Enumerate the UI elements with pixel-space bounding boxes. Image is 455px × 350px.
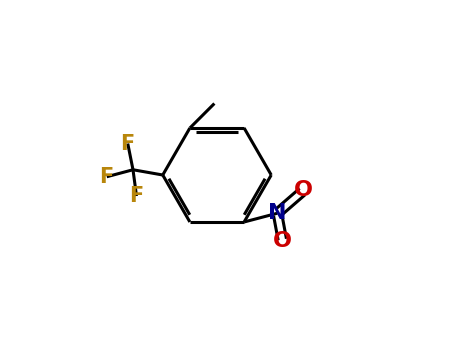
Text: F: F [129,186,144,206]
Text: O: O [294,181,313,201]
Text: F: F [100,167,114,187]
Text: N: N [268,203,287,223]
Text: F: F [121,133,135,154]
Text: O: O [273,231,292,251]
